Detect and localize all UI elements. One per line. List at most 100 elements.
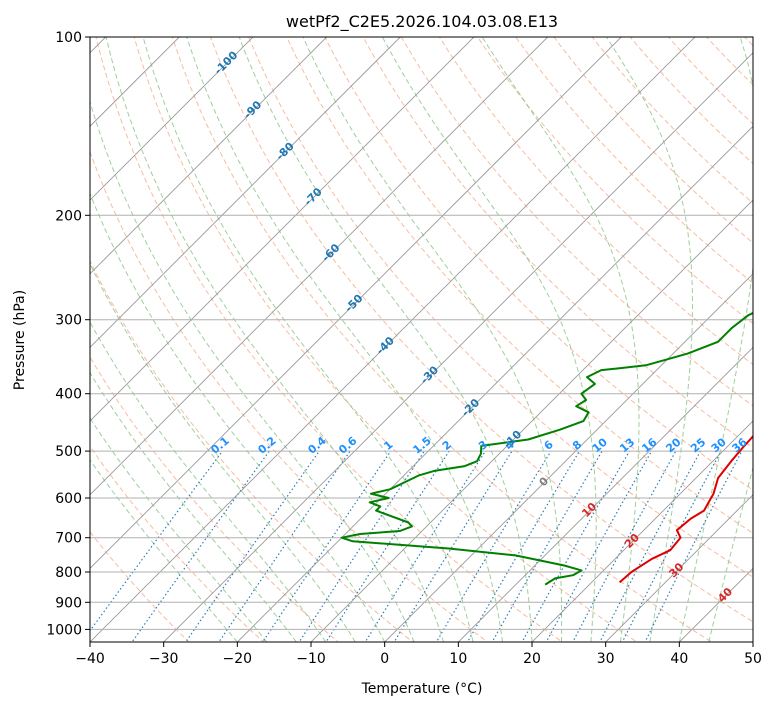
- isotherm-line: [90, 37, 622, 570]
- y-axis-label: Pressure (hPa): [12, 290, 28, 390]
- isotherm-line: [90, 37, 549, 496]
- isotherm-line: [90, 37, 696, 642]
- dry-adiabat: [90, 356, 339, 642]
- isotherms: [0, 10, 753, 654]
- isotherm-label: -70: [302, 185, 325, 208]
- mixing-ratio-label: 0.2: [255, 434, 278, 456]
- dry-adiabat: [667, 37, 753, 125]
- pressure-gridlines: [90, 37, 753, 630]
- x-tick-label: 50: [744, 651, 762, 667]
- isotherm-line: [90, 37, 328, 275]
- mixing-ratio-label: 0.4: [305, 434, 329, 457]
- dry-adiabat: [90, 259, 414, 642]
- mixing-ratio-line: [644, 450, 743, 642]
- isotherm-label: 0: [537, 474, 552, 489]
- dry-adiabat: [553, 37, 753, 244]
- dry-adiabat: [95, 37, 564, 642]
- isotherm-label: -50: [342, 292, 365, 315]
- moist-adiabat: [238, 37, 533, 642]
- isotherm-label: -10: [501, 428, 524, 451]
- moist-adiabat: [302, 37, 563, 642]
- mixing-ratio-line: [325, 450, 450, 642]
- isotherm-line: [605, 494, 753, 642]
- isotherm-label: -80: [274, 139, 297, 162]
- isotherm-line: [90, 37, 254, 201]
- y-tick-label: 700: [55, 531, 82, 547]
- dry-adiabat: [477, 37, 753, 325]
- y-tick-label: 300: [55, 313, 82, 329]
- x-tick-label: 20: [523, 651, 541, 667]
- mixing-ratio-label: 36: [730, 435, 750, 455]
- moist-adiabat: [90, 321, 327, 642]
- moist-adiabat: [381, 37, 597, 642]
- y-axis-ticks: 100 200 300 400 500 600 700 800 900 1000: [46, 30, 90, 638]
- isotherm-label: -90: [241, 98, 264, 121]
- moist-adiabat: [90, 192, 386, 642]
- temperature-profile: [618, 434, 753, 584]
- dry-adiabat: [248, 37, 753, 578]
- x-tick-label: −40: [75, 651, 105, 667]
- isotherm-line: [384, 273, 753, 642]
- isotherm-line: [752, 641, 753, 642]
- isotherm-label: 10: [579, 500, 599, 520]
- isotherm-line: [310, 199, 753, 642]
- moist-adiabat: [606, 37, 693, 642]
- mixing-ratio-line: [90, 450, 223, 632]
- isotherm-line: [90, 37, 401, 348]
- y-tick-label: 200: [55, 208, 82, 224]
- x-tick-label: −10: [296, 651, 326, 667]
- y-tick-label: 1000: [46, 622, 82, 638]
- moist-adiabats: [90, 37, 753, 642]
- dry-adiabat: [90, 150, 489, 642]
- isotherm-line: [678, 567, 753, 642]
- dry-adiabat: [286, 37, 753, 534]
- moist-adiabat: [708, 465, 753, 642]
- dry-adiabat: [133, 37, 638, 642]
- moist-adiabat: [186, 37, 503, 642]
- dry-adiabat: [758, 11, 775, 654]
- mixing-ratio-line: [621, 450, 722, 642]
- mixing-ratio-label: 0.6: [336, 434, 360, 457]
- y-tick-label: 400: [55, 387, 82, 403]
- isotherm-line: [531, 420, 753, 642]
- x-tick-label: −20: [223, 651, 253, 667]
- dry-adiabat: [629, 37, 753, 165]
- isotherm-line: [0, 10, 59, 654]
- x-axis-label: Temperature (°C): [361, 681, 483, 697]
- x-tick-label: 10: [449, 651, 467, 667]
- isotherm-label: -30: [418, 363, 441, 386]
- mixing-ratio-line: [599, 450, 702, 642]
- isotherm-line: [457, 346, 753, 642]
- y-tick-label: 900: [55, 595, 82, 611]
- moist-adiabat: [90, 459, 238, 642]
- mixing-ratio-label: 1.5: [411, 434, 434, 456]
- moist-adiabat: [90, 417, 268, 642]
- mixing-ratio-line: [262, 450, 392, 642]
- isotherm-line: [90, 37, 475, 422]
- dry-adiabat: [591, 37, 753, 204]
- moist-adiabat: [105, 37, 445, 642]
- isotherm-label: 20: [622, 531, 642, 551]
- mixing-ratio-line: [131, 450, 270, 642]
- moist-adiabat: [678, 37, 753, 642]
- moist-adiabat: [90, 262, 356, 642]
- dry-adiabat: [90, 531, 190, 642]
- mixing-ratio-label: 10: [590, 435, 610, 455]
- sounding-profiles: [340, 311, 753, 586]
- chart-title: wetPf2_C2E5.2026.104.03.08.E13: [286, 12, 558, 32]
- y-tick-label: 100: [55, 30, 82, 46]
- isotherm-line: [236, 125, 753, 642]
- x-axis-ticks: −40 −30 −20 −10 0 10 20 30 40 50: [75, 642, 762, 667]
- x-tick-label: 0: [380, 651, 389, 667]
- x-tick-label: 30: [597, 651, 615, 667]
- dewpoint-profile: [340, 311, 753, 586]
- x-tick-label: −30: [149, 651, 179, 667]
- y-tick-label: 800: [55, 565, 82, 581]
- isotherm-label: -20: [459, 396, 482, 419]
- moist-adiabat: [142, 37, 474, 642]
- mixing-ratio-label: 25: [688, 436, 708, 456]
- dry-adiabat: [515, 37, 753, 284]
- dry-adiabats: [90, 11, 775, 654]
- isotherm-line: [90, 37, 180, 127]
